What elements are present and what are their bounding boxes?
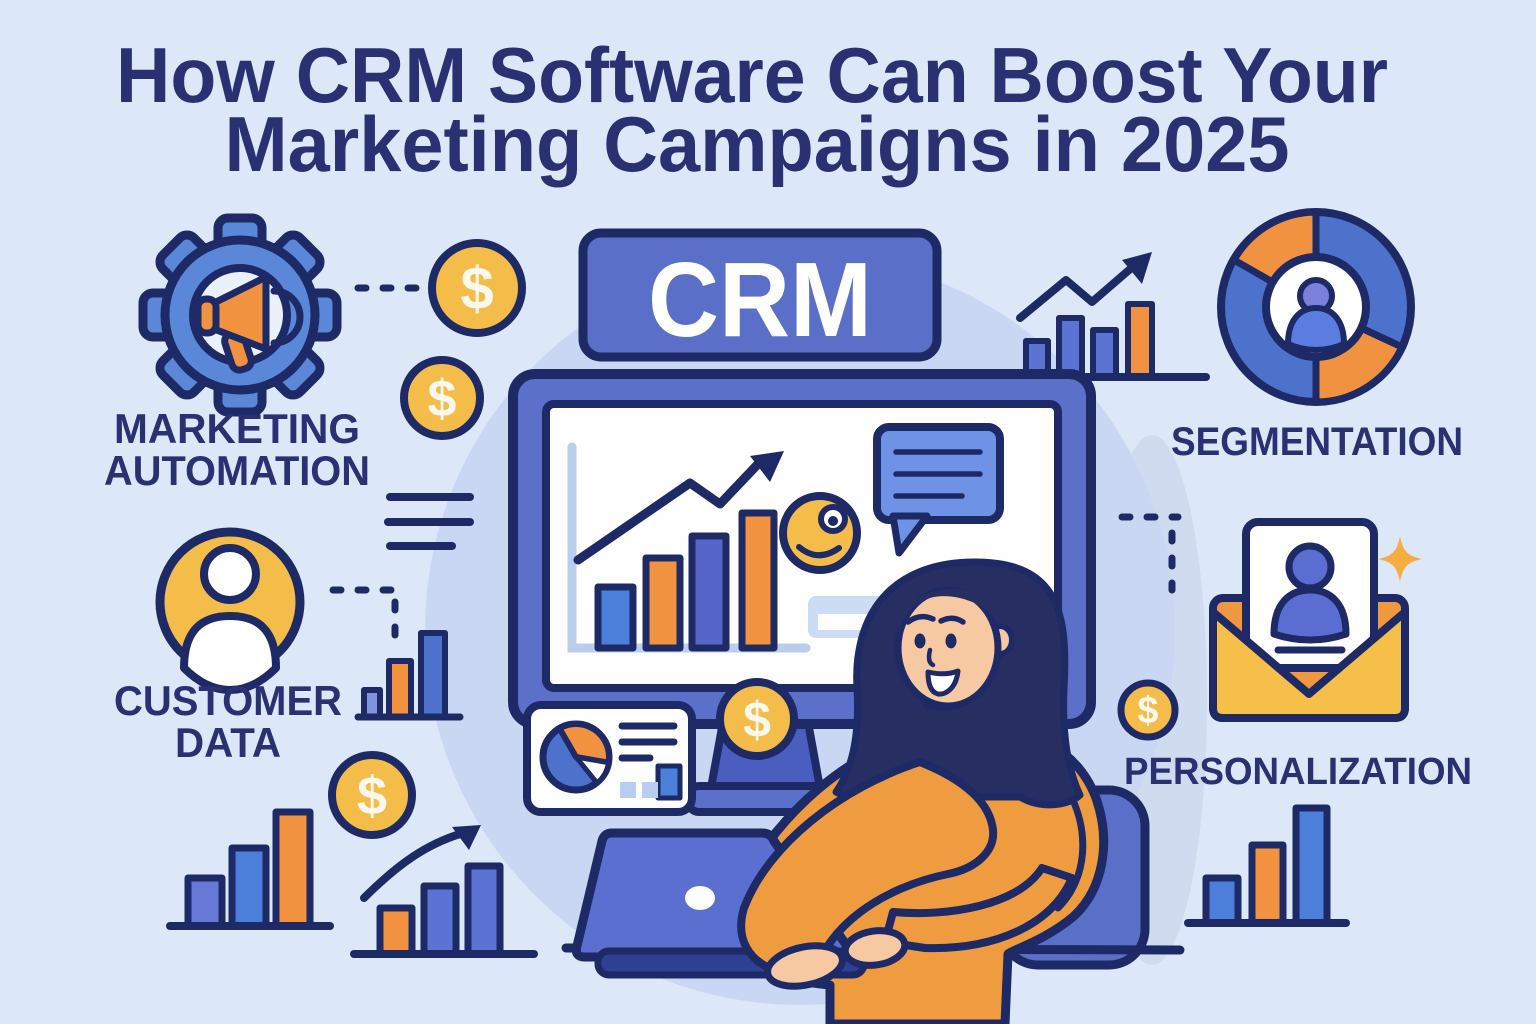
bar-chart-icon: [354, 630, 464, 721]
letter-with-user: [1242, 518, 1378, 672]
chat-bubble-icon: [873, 423, 1004, 557]
growth-arrow-icon: [573, 451, 784, 565]
gear-megaphone-icon: [138, 213, 342, 417]
label-personalization: PERSONALIZATION: [1124, 751, 1472, 793]
coin-symbol: $: [460, 255, 493, 322]
label-customer-data-2: DATA: [175, 719, 281, 766]
dollar-coin-icon: $: [716, 678, 798, 760]
dollar-coin-icon: $: [428, 239, 526, 337]
label-customer-data-1: CUSTOMER: [114, 677, 342, 724]
dollar-coin-icon: $: [400, 356, 484, 440]
title-line-1: How CRM Software Can Boost Your: [116, 31, 1388, 119]
pie-chart-report-card: [523, 701, 696, 816]
page-title: How CRM Software Can Boost Your Marketin…: [116, 31, 1388, 188]
coin-symbol: $: [357, 766, 387, 826]
bar-chart-icon: [166, 808, 334, 930]
coin-symbol: $: [1137, 690, 1158, 732]
pie-chart-icon: [539, 720, 613, 794]
bar-chart-icon: [1184, 804, 1350, 927]
label-segmentation: SEGMENTATION: [1171, 420, 1463, 464]
hair-fringe: [897, 588, 1006, 635]
smiley-face-icon: [779, 492, 861, 574]
growth-arrow-icon: [1016, 252, 1152, 322]
crm-badge: CRM: [578, 228, 942, 362]
bar-chart-icon: [350, 825, 538, 958]
coin-symbol: $: [743, 692, 771, 748]
coin-symbol: $: [428, 370, 457, 428]
customer-avatar-icon: [155, 527, 305, 694]
sparkle-icon: [1378, 536, 1422, 582]
open-envelope-user-icon: [1209, 518, 1422, 722]
crm-badge-label: CRM: [648, 241, 872, 359]
dotted-connector: [329, 586, 401, 644]
dollar-coin-icon: $: [1117, 679, 1179, 741]
donut-segments-user-icon: [1217, 208, 1415, 406]
arm-seam: [1054, 786, 1087, 912]
label-marketing-automation-1: MARKETING: [114, 405, 360, 452]
growth-arrow-icon: [360, 825, 481, 902]
dotted-connector: [1118, 513, 1182, 594]
screen-bar-chart: [567, 442, 811, 653]
laptop-logo: [685, 886, 715, 910]
list-lines-icon: [384, 493, 474, 550]
arms-and-hands: [737, 758, 1076, 990]
title-line-2: Marketing Campaigns in 2025: [225, 100, 1290, 188]
label-marketing-automation-2: AUTOMATION: [104, 447, 370, 494]
face-features: [905, 613, 966, 711]
dollar-coin-icon: $: [328, 751, 416, 839]
megaphone-icon: [194, 273, 304, 374]
